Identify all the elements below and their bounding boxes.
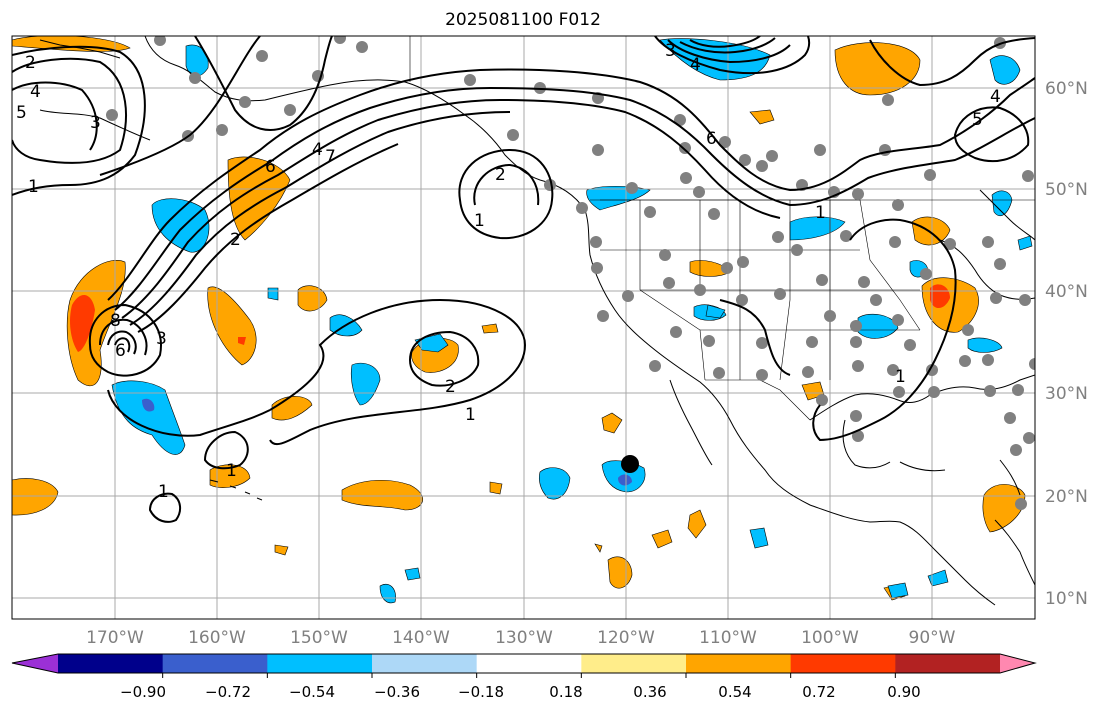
colorbar-tick-label: 0.72 — [802, 683, 835, 701]
contour-label: 6 — [115, 341, 126, 361]
lat-label: 60°N — [1045, 79, 1088, 99]
colorbar-tick-label: −0.54 — [289, 683, 335, 701]
lon-label: 160°W — [188, 628, 246, 648]
contour-label: 1 — [28, 177, 39, 197]
strong-positive-anomaly-shading — [70, 284, 950, 352]
contour-label: 6 — [706, 129, 717, 149]
colorbar-tick-label: 0.18 — [549, 683, 582, 701]
colorbar-extend-min — [12, 654, 58, 673]
lon-label: 170°W — [86, 628, 144, 648]
contour-label: 4 — [30, 82, 41, 102]
contour-label: 8 — [110, 311, 121, 331]
contour-label: 5 — [16, 103, 27, 123]
contour-label: 6 — [265, 157, 276, 177]
contour-label: 2 — [230, 230, 241, 250]
map-frame — [11, 35, 1036, 620]
colorbar-tick-label: 0.54 — [718, 683, 751, 701]
colorbar-tick-labels: −0.90 −0.72 −0.54 −0.36 −0.18 0.18 0.36 … — [120, 683, 921, 701]
selected-location-marker — [621, 455, 639, 473]
contour-label-group: 2 4 5 3 1 6 4 7 3 4 6 2 1 8 6 3 2 1 1 1 … — [16, 41, 1001, 502]
contour-lines — [12, 36, 1035, 523]
colorbar-tick-label: −0.18 — [458, 683, 504, 701]
colorbar-outline — [11, 653, 1037, 674]
contour-label: 1 — [815, 203, 826, 223]
political-borders — [409, 36, 1035, 421]
lat-label: 10°N — [1045, 589, 1088, 609]
colorbar-segment — [895, 654, 1001, 673]
contour-label: 1 — [158, 482, 169, 502]
colorbar-tick-label: 0.90 — [887, 683, 920, 701]
contour-label: 1 — [226, 461, 237, 481]
lon-label: 140°W — [392, 628, 450, 648]
contour-label: 1 — [465, 405, 476, 425]
lat-label: 20°N — [1045, 487, 1088, 507]
lat-label: 40°N — [1045, 282, 1088, 302]
latitude-labels: 60°N 50°N 40°N 30°N 20°N 10°N — [1045, 79, 1088, 609]
contour-label: 7 — [325, 147, 336, 167]
contour-label: 2 — [495, 165, 506, 185]
contour-label: 4 — [690, 55, 701, 75]
contour-label: 3 — [156, 329, 167, 349]
colorbar-segment — [476, 654, 582, 673]
contour-label: 2 — [25, 53, 36, 73]
lon-label: 90°W — [909, 628, 956, 648]
colorbar-tick-label: 0.36 — [633, 683, 666, 701]
colorbar-segment — [267, 654, 373, 673]
contour-label: 2 — [445, 377, 456, 397]
contour-label: 3 — [90, 113, 101, 133]
colorbar-segment — [162, 654, 268, 673]
colorbar-segments — [12, 654, 1035, 673]
lat-label: 30°N — [1045, 384, 1088, 404]
contour-label: 5 — [972, 110, 983, 130]
contour-label: 4 — [990, 87, 1001, 107]
station-points — [106, 36, 1035, 510]
colorbar-tick-label: −0.90 — [120, 683, 166, 701]
strong-negative-anomaly-shading — [142, 398, 632, 486]
lon-label: 150°W — [290, 628, 348, 648]
lon-label: 130°W — [495, 628, 553, 648]
colorbar-segment — [58, 654, 164, 673]
lon-label: 120°W — [597, 628, 655, 648]
map-title: 2025081100 F012 — [445, 10, 601, 30]
contour-label: 3 — [665, 41, 676, 61]
colorbar-tick-label: −0.72 — [205, 683, 251, 701]
contour-label: 1 — [895, 367, 906, 387]
colorbar-segment — [372, 654, 478, 673]
colorbar-extend-max — [1000, 654, 1035, 673]
colorbar-segment — [581, 654, 687, 673]
colorbar-tick-label: −0.36 — [374, 683, 420, 701]
lon-label: 100°W — [801, 628, 859, 648]
lat-label: 50°N — [1045, 180, 1088, 200]
longitude-labels: 170°W 160°W 150°W 140°W 130°W 120°W 110°… — [86, 628, 956, 648]
colorbar-ticks — [162, 673, 896, 678]
contour-label: 1 — [474, 211, 485, 231]
lon-label: 110°W — [699, 628, 757, 648]
colorbar-segment — [686, 654, 792, 673]
colorbar: −0.90 −0.72 −0.54 −0.36 −0.18 0.18 0.36 … — [11, 653, 1037, 701]
contour-label: 4 — [312, 140, 323, 160]
colorbar-segment — [790, 654, 896, 673]
